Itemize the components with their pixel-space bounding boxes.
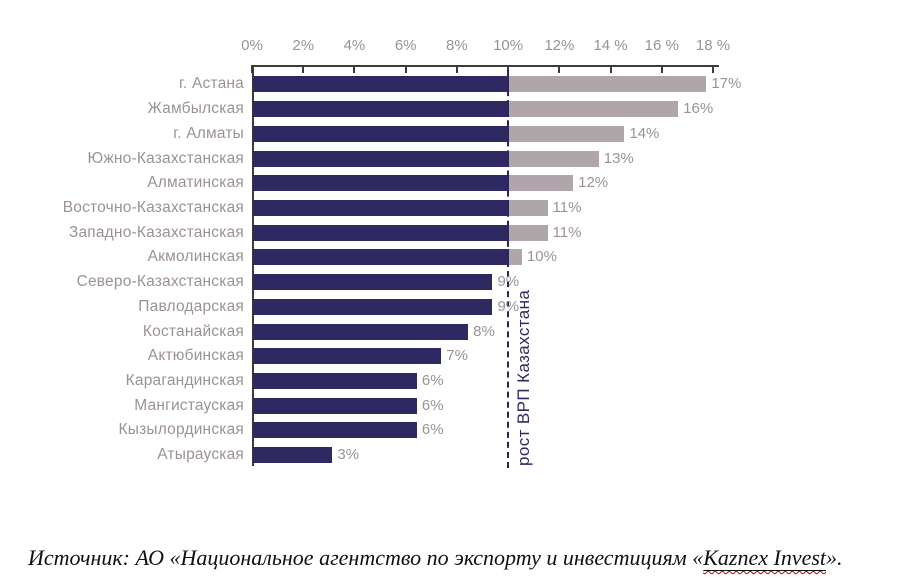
bar-segment-below-threshold [253,447,333,464]
value-label: 3% [337,446,360,464]
value-label: 12% [578,174,609,192]
source-note-prefix: Источник: АО «Национальное агентство по … [28,545,704,570]
bar-segment-above-threshold [509,224,548,241]
bar-segment-below-threshold [253,175,510,192]
x-tick-mark [353,65,356,73]
category-label: Мангистауская [134,396,244,414]
source-note-suffix: ». [826,545,843,570]
bar-segment-below-threshold [253,224,510,241]
x-tick-label: 12% [544,37,575,54]
x-tick-mark [302,65,305,73]
bar-segment-below-threshold [253,397,417,414]
x-tick-mark [507,65,510,73]
y-axis-line [252,65,254,466]
x-tick-label: 0% [241,37,263,54]
category-label: Северо-Казахстанская [76,273,244,291]
bar-chart-figure: рост ВРП Казахстана 0% 2% 4% 6% 8% 10% 12% 14 %… [62,37,742,468]
value-label: 9% [497,297,520,315]
value-label: 14% [629,124,660,142]
bar-segment-below-threshold [253,150,510,167]
x-axis-line [252,65,719,67]
value-label: 11% [552,223,582,241]
x-tick-label: 16 % [644,37,679,54]
category-label: Южно-Казахстанская [87,149,244,167]
value-label: 11% [552,198,582,216]
category-label: Кызылординская [118,421,244,439]
x-tick-label: 2% [292,37,315,54]
x-tick-label: 4% [343,37,366,54]
x-tick-mark [404,65,407,73]
x-tick-label: 18 % [695,37,731,54]
category-label: Карагандинская [125,372,244,389]
x-tick-mark [558,65,561,73]
bar-segment-below-threshold [253,76,510,93]
bar-segment-above-threshold [509,175,574,192]
x-tick-mark [609,65,612,73]
category-label: Западно-Казахстанская [68,223,244,241]
category-label: Актюбинская [147,347,244,365]
bar-segment-below-threshold [253,274,493,291]
category-label: Жамбылская [147,100,244,118]
category-label: Акмолинская [147,248,244,266]
value-label: 7% [446,347,468,365]
x-tick-mark [660,65,663,73]
source-term-squiggle: Kaznex Invest [703,545,826,570]
category-label: Атырауская [157,446,244,464]
bar-segment-below-threshold [253,199,510,216]
bar-segment-below-threshold [253,298,493,315]
category-label: Павлодарская [138,297,244,315]
category-label: Алматинская [147,174,244,192]
bar-segment-below-threshold [253,125,510,142]
value-label: 6% [421,396,444,414]
bar-segment-below-threshold [253,101,510,118]
value-label: 16% [683,100,714,118]
bar-segment-above-threshold [509,125,625,142]
bar-segment-below-threshold [253,249,510,266]
value-label: 6% [421,372,444,389]
bar-segment-below-threshold [253,422,417,439]
x-tick-label: 10% [493,37,524,54]
value-label: 9% [497,273,520,291]
bar-segment-below-threshold [253,323,469,340]
source-term: Kaznex Invest [703,545,827,570]
category-label: г. Астана [179,75,244,93]
value-label: 8% [473,322,495,340]
x-tick-label: 6% [394,37,417,54]
x-tick-mark [711,65,714,73]
value-label: 17% [711,75,742,93]
threshold-line [507,70,509,468]
bar-segment-below-threshold [253,348,442,365]
category-label: Восточно-Казахстанская [62,198,244,216]
threshold-label: рост ВРП Казахстана [514,289,533,466]
x-tick-mark [455,65,458,73]
bar-segment-below-threshold [253,373,417,389]
bar-segment-above-threshold [509,76,707,93]
bar-segment-above-threshold [509,150,599,167]
bar-segment-above-threshold [509,199,548,216]
x-tick-label: 14 % [593,37,628,54]
bar-segment-above-threshold [509,101,679,118]
value-label: 6% [421,421,444,439]
bar-segment-above-threshold [509,249,522,266]
source-note: Источник: АО «Национальное агентство по … [28,545,916,571]
category-label: Костанайская [142,322,244,340]
category-label: г. Алматы [173,124,244,142]
value-label: 13% [603,149,634,167]
value-label: 10% [526,248,557,266]
x-tick-label: 8% [446,37,468,54]
